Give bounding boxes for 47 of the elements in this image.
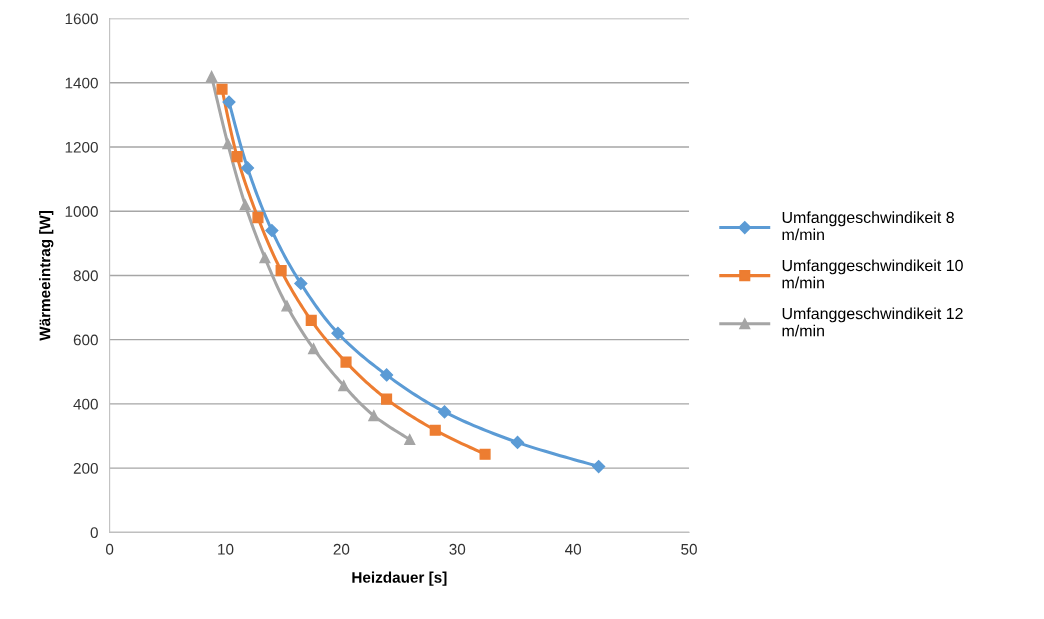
point <box>592 459 606 474</box>
legend-label: Umfanggeschwindikeit 12 m/min <box>782 307 963 337</box>
point <box>222 138 234 150</box>
point <box>437 405 452 419</box>
x-tick-label: 30 <box>449 543 466 555</box>
point <box>368 410 380 422</box>
point <box>252 212 264 224</box>
point <box>381 393 393 405</box>
y-tick-label: 800 <box>73 270 98 282</box>
point <box>379 368 394 382</box>
point <box>239 199 251 211</box>
point <box>206 70 218 82</box>
x-tick-label: 20 <box>333 543 350 555</box>
x-tick-label: 10 <box>218 543 234 555</box>
legend-label: Umfanggeschwindikeit 10 m/min <box>782 259 963 289</box>
point <box>340 356 352 368</box>
point <box>259 252 271 264</box>
legend-label: Umfanggeschwindikeit 8 m/min <box>782 211 954 241</box>
point <box>216 83 228 95</box>
point <box>275 265 287 277</box>
point <box>331 326 345 340</box>
point <box>308 343 320 355</box>
point <box>265 223 279 238</box>
x-tick-label: 0 <box>105 543 114 555</box>
y-tick-label: 200 <box>73 462 98 474</box>
y-tick-label: 1400 <box>65 77 98 89</box>
x-tick-label: 50 <box>681 543 697 555</box>
x-axis-title: Heizdauer [s] <box>352 571 447 586</box>
y-tick-label: 0 <box>90 527 98 539</box>
y-tick-label: 1200 <box>65 141 98 153</box>
point <box>222 95 236 109</box>
x-tick-label: 40 <box>565 543 582 555</box>
point <box>510 435 525 450</box>
point <box>305 314 317 326</box>
point <box>429 424 441 436</box>
point <box>479 448 491 460</box>
point <box>338 380 350 392</box>
point <box>231 151 243 163</box>
point <box>281 300 293 312</box>
point <box>294 276 308 291</box>
y-tick-label: 400 <box>73 398 98 410</box>
point <box>240 161 255 175</box>
y-tick-label: 600 <box>73 334 98 346</box>
y-tick-label: 1600 <box>65 13 98 25</box>
y-axis-title: Wärmeeintrag [W] <box>39 210 54 341</box>
point <box>404 433 416 446</box>
y-tick-label: 1000 <box>65 206 98 217</box>
